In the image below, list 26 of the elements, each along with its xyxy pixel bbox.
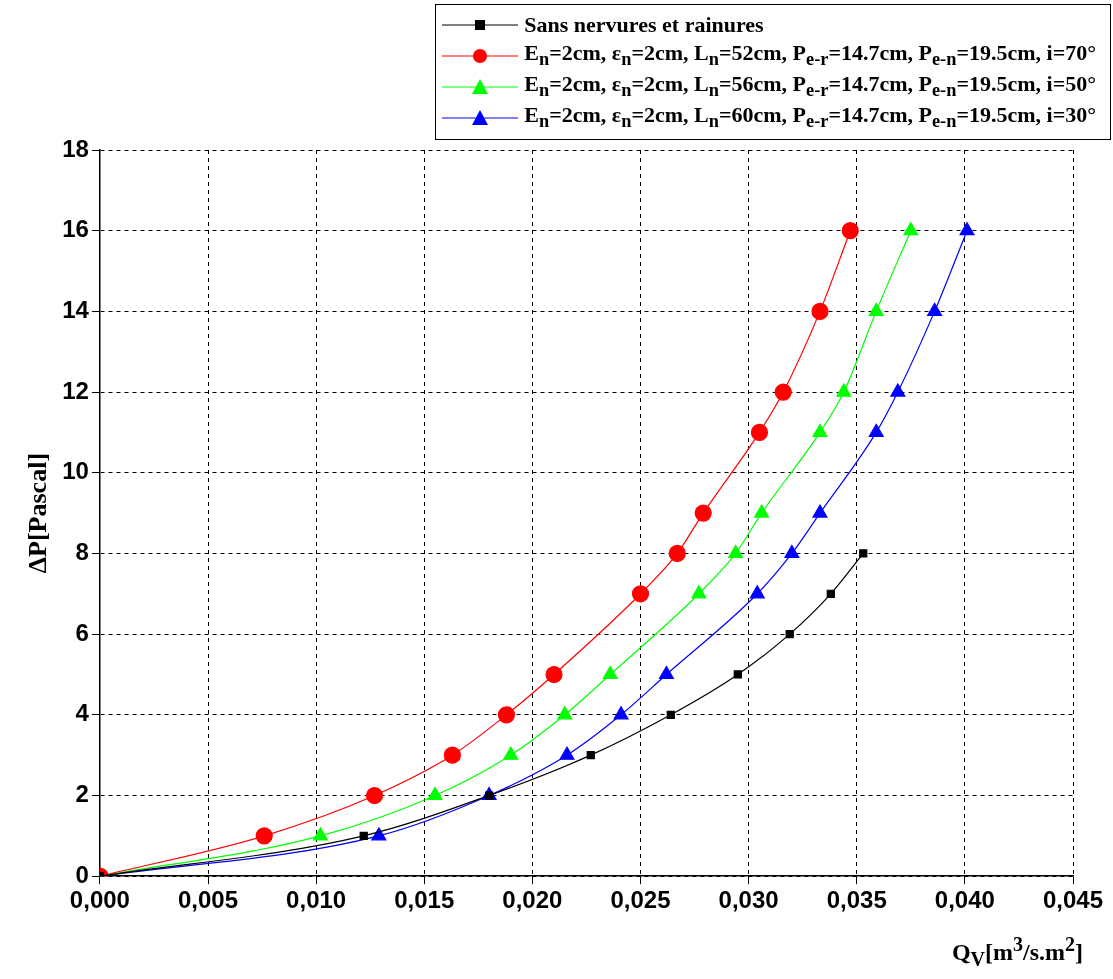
y-tick-label: 8 <box>75 538 89 566</box>
text: E$_{n}$=2cm, ε$_{n}$=2cm, L$_{n}$=52cm, P$_{e-r}$=14.7cm, P$_{e-n}$=19.5cm, i=70° <box>524 40 1096 70</box>
x-tick-label: 0,010 <box>286 886 347 914</box>
text: E$_{n}$=2cm, ε$_{n}$=2cm, L$_{n}$=60cm, P$_{e-r}$=14.7cm, P$_{e-n}$=19.5cm, i=30° <box>524 102 1096 132</box>
y-tick-label: 18 <box>62 134 89 162</box>
x-tick-label: 0,020 <box>502 886 563 914</box>
x-tick-label: 0,035 <box>826 886 887 914</box>
legend-label: Sans nervures et rainures <box>524 11 764 38</box>
x-axis-title: Q$_{V}$[m$^{3}$/s.m$^{2}$] <box>951 933 1083 971</box>
x-tick-label: 0,005 <box>177 886 239 914</box>
y-tick-label: 0 <box>75 860 89 888</box>
y-tick-label: 2 <box>75 780 89 808</box>
y-tick-label: 16 <box>62 215 89 243</box>
y-tick-label: 6 <box>75 618 89 646</box>
x-tick-label: 0,015 <box>394 886 455 914</box>
x-tick-label: 0,000 <box>69 886 130 914</box>
y-tick-label: 12 <box>62 376 89 404</box>
text: E$_{n}$=2cm, ε$_{n}$=2cm, L$_{n}$=56cm, P$_{e-r}$=14.7cm, P$_{e-n}$=19.5cm, i=50° <box>524 71 1096 101</box>
x-tick-label: 0,040 <box>934 886 995 914</box>
y-tick-label: 14 <box>62 296 90 323</box>
x-tick-label: 0,025 <box>610 886 671 914</box>
y-tick-label: 4 <box>75 699 90 727</box>
y-axis-title: ΔP[Pascal] <box>23 452 53 574</box>
x-tick-label: 0,045 <box>1042 886 1104 914</box>
y-tick-label: 10 <box>62 457 89 485</box>
x-tick-label: 0,030 <box>718 886 779 914</box>
